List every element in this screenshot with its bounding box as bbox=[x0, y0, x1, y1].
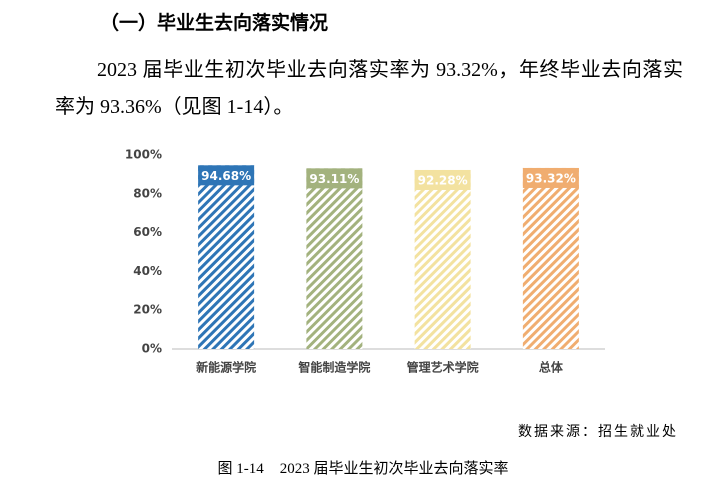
y-tick-label: 60% bbox=[133, 225, 162, 239]
y-tick-label: 40% bbox=[133, 264, 162, 278]
x-tick-label: 智能制造学院 bbox=[297, 360, 370, 375]
value-label: 94.68% bbox=[201, 169, 251, 183]
value-label-box bbox=[522, 167, 579, 188]
y-tick-label: 100% bbox=[125, 148, 162, 162]
heading: （一）毕业生去向落实情况 bbox=[100, 12, 329, 34]
bar bbox=[522, 167, 579, 349]
value-label: 93.32% bbox=[526, 171, 576, 185]
y-tick-label: 20% bbox=[133, 303, 162, 317]
value-label: 92.28% bbox=[418, 173, 468, 187]
caption: 图 1-14 2023 届毕业生初次毕业去向落实率 bbox=[0, 457, 726, 478]
value-label: 93.11% bbox=[309, 172, 359, 186]
y-tick-label: 80% bbox=[133, 186, 162, 200]
value-label-box bbox=[198, 165, 255, 186]
y-tick-label: 0% bbox=[142, 342, 162, 356]
source: 数据来源：招生就业处 bbox=[518, 424, 678, 440]
x-tick-label: 新能源学院 bbox=[196, 360, 256, 375]
value-label-box bbox=[306, 168, 363, 189]
bar bbox=[414, 169, 471, 349]
paragraph: 2023 届毕业生初次毕业去向落实率为 93.32%，年终毕业去向落实率为 93… bbox=[55, 59, 683, 118]
value-label-box bbox=[414, 169, 471, 190]
caption-title: 2023 届毕业生初次毕业去向落实率 bbox=[279, 461, 509, 477]
bar bbox=[198, 165, 255, 349]
bar bbox=[306, 168, 363, 349]
x-tick-label: 总体 bbox=[539, 360, 564, 375]
caption-number: 图 1-14 bbox=[217, 461, 264, 477]
x-tick-label: 管理艺术学院 bbox=[407, 360, 479, 375]
